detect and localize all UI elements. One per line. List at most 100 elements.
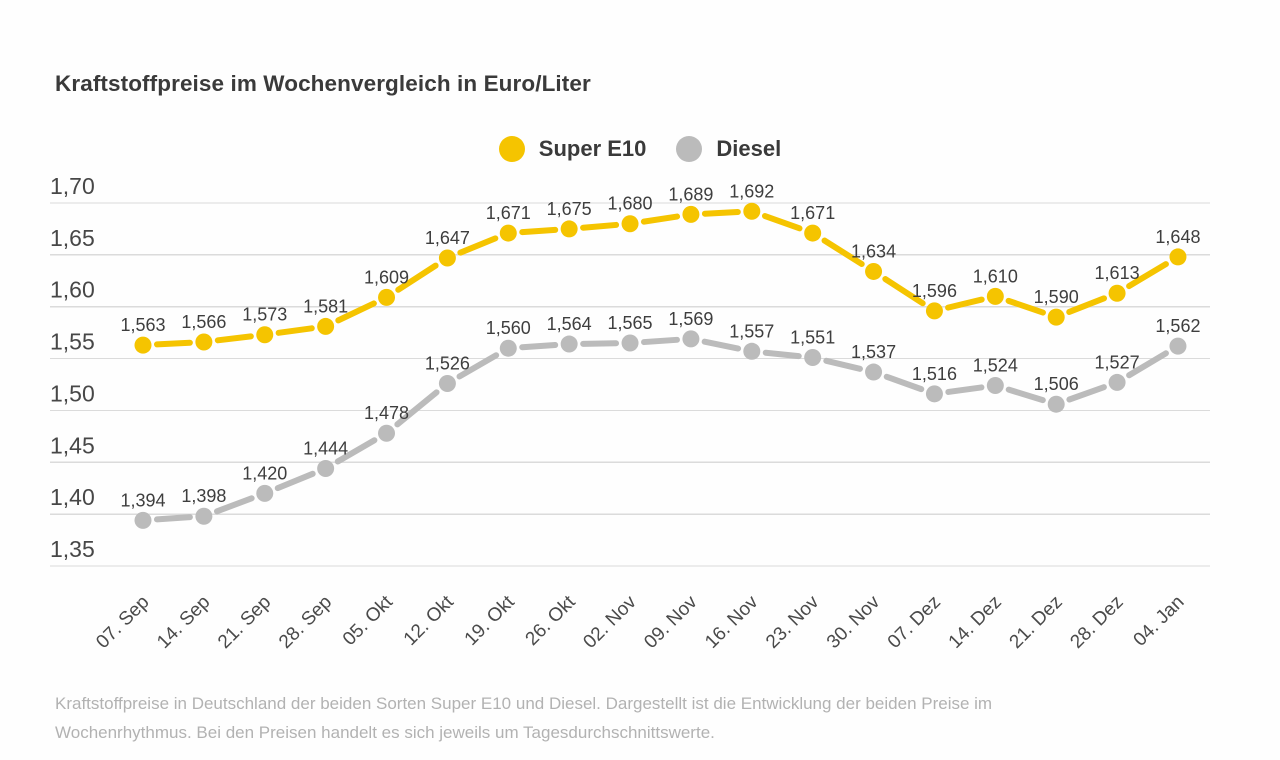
series-segment — [457, 235, 499, 256]
data-point — [438, 374, 456, 392]
series-segment — [701, 209, 741, 217]
series-segment — [153, 339, 193, 348]
series-segment — [1126, 261, 1169, 290]
x-axis-tick-label: 21. Sep — [214, 592, 275, 653]
data-point — [865, 262, 883, 280]
series-segment — [214, 333, 254, 344]
series-segment — [701, 338, 742, 352]
data-point-label: 1,610 — [973, 266, 1018, 286]
data-point — [317, 317, 335, 335]
x-axis-tick-label: 30. Nov — [823, 591, 885, 653]
legend-item-diesel: Diesel — [676, 136, 781, 162]
data-point-label: 1,551 — [790, 328, 835, 348]
series-segment — [519, 226, 559, 236]
data-point-label: 1,562 — [1155, 316, 1200, 336]
legend-label-diesel: Diesel — [716, 136, 782, 161]
data-point-label: 1,569 — [668, 309, 713, 329]
data-point-label: 1,526 — [425, 353, 470, 373]
data-point — [195, 333, 213, 351]
series-segment — [1066, 295, 1108, 315]
y-axis-tick-label: 1,40 — [50, 484, 95, 510]
series-segment — [519, 342, 559, 351]
y-axis-tick-label: 1,35 — [50, 536, 95, 562]
data-point — [560, 220, 578, 238]
data-point — [804, 224, 822, 242]
data-point — [317, 460, 335, 478]
x-axis-tick-label: 21. Dez — [1006, 592, 1067, 653]
series-segment — [821, 237, 865, 267]
x-axis-tick-label: 07. Dez — [884, 592, 945, 653]
data-point — [256, 484, 274, 502]
data-point — [743, 202, 761, 220]
data-point-label: 1,675 — [547, 199, 592, 219]
data-point-label: 1,596 — [912, 281, 957, 301]
y-axis-tick-label: 1,55 — [50, 329, 95, 355]
y-axis-tick-label: 1,45 — [50, 432, 95, 458]
x-axis-tick-label: 16. Nov — [701, 591, 763, 653]
data-point — [1108, 284, 1126, 302]
legend-dot-super-e10 — [498, 136, 525, 162]
chart-title: Kraftstoffpreise im Wochenvergleich in E… — [55, 71, 591, 96]
series-segment — [945, 384, 985, 395]
x-axis-tick-label: 23. Nov — [762, 591, 824, 653]
legend: Super E10 Diesel — [0, 136, 1280, 162]
data-point — [1169, 248, 1187, 266]
data-point-label: 1,613 — [1095, 263, 1140, 283]
data-point-label: 1,647 — [425, 228, 470, 248]
series-segment — [335, 300, 377, 324]
series-segment — [395, 262, 439, 293]
y-axis-tick-label: 1,60 — [50, 277, 95, 303]
data-point — [682, 205, 700, 223]
data-point — [986, 377, 1004, 395]
data-point — [925, 302, 943, 320]
series-segment — [1126, 350, 1169, 379]
series-segment — [823, 357, 863, 372]
series-segment — [1005, 297, 1046, 316]
legend-dot-diesel — [676, 136, 703, 162]
data-point-label: 1,537 — [851, 342, 896, 362]
series-segment — [275, 325, 315, 336]
chart-caption: Kraftstoffpreise in Deutschland der beid… — [55, 694, 993, 742]
data-point — [256, 326, 274, 344]
x-axis-tick-label: 28. Dez — [1066, 592, 1127, 653]
x-axis-tick-label: 28. Sep — [275, 592, 336, 653]
series-segment — [213, 495, 255, 515]
data-point — [378, 288, 396, 306]
data-point-label: 1,689 — [668, 184, 713, 204]
data-point-label: 1,563 — [120, 315, 165, 335]
x-axis-tick-label: 04. Jan — [1130, 592, 1189, 651]
y-axis-tick-label: 1,65 — [50, 225, 95, 251]
series-segment — [761, 213, 803, 232]
data-point-label: 1,648 — [1155, 227, 1200, 247]
data-point-label: 1,634 — [851, 241, 896, 261]
series-segment — [394, 389, 440, 428]
x-axis-tick-label: 14. Sep — [153, 592, 214, 653]
data-point — [1169, 337, 1187, 355]
x-axis-tick-label: 07. Sep — [92, 592, 153, 653]
series-segment — [883, 373, 925, 393]
data-point — [134, 336, 152, 354]
data-point-label: 1,692 — [729, 181, 774, 201]
data-point-label: 1,564 — [547, 314, 592, 334]
series-segment — [1066, 384, 1107, 403]
data-point — [743, 342, 761, 360]
x-axis-tick-label: 02. Nov — [579, 591, 641, 653]
data-point-label: 1,527 — [1095, 352, 1140, 372]
legend-item-super-e10: Super E10 — [498, 136, 646, 162]
data-point — [621, 334, 639, 352]
data-point-label: 1,420 — [242, 463, 287, 483]
y-axis-tick-label: 1,50 — [50, 380, 95, 406]
data-point — [560, 335, 578, 353]
y-axis-tick-label: 1,70 — [50, 173, 95, 199]
x-axis-tick-label: 14. Dez — [945, 592, 1006, 653]
series-segment — [945, 296, 985, 311]
data-point — [1047, 308, 1065, 326]
data-point — [499, 339, 517, 357]
data-point-label: 1,680 — [608, 194, 653, 214]
data-point — [986, 287, 1004, 305]
data-point — [1108, 373, 1126, 391]
data-point — [621, 215, 639, 233]
data-point-label: 1,609 — [364, 267, 409, 287]
